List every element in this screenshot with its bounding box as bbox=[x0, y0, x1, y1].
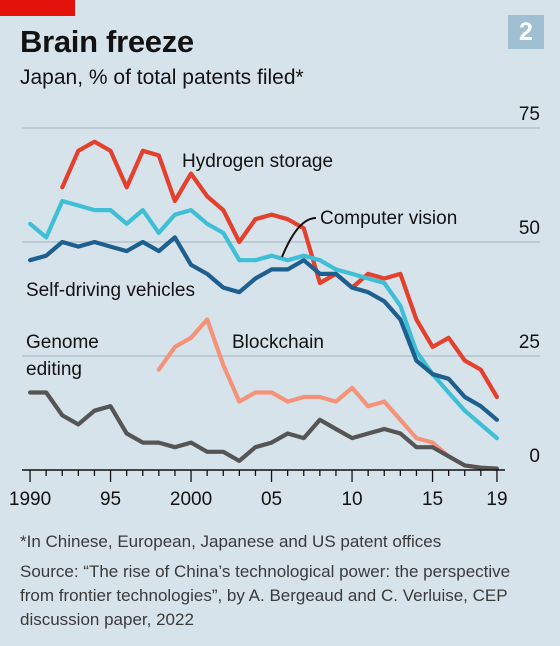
series-line-blockchain bbox=[156, 317, 499, 471]
label-self-driving-vehicles: Self-driving vehicles bbox=[26, 280, 195, 301]
x-tick-label: 05 bbox=[261, 489, 282, 510]
series-line-hydrogen-storage bbox=[60, 139, 499, 400]
brand-tag bbox=[0, 0, 75, 16]
y-tick-label: 0 bbox=[529, 446, 540, 467]
series-line-computer-vision bbox=[28, 198, 499, 441]
series-line-genome-editing bbox=[28, 390, 499, 471]
y-tick-label: 50 bbox=[519, 218, 540, 239]
gridlines bbox=[22, 127, 540, 357]
label-blockchain: Blockchain bbox=[232, 332, 324, 353]
chart-number-badge: 2 bbox=[508, 15, 544, 49]
computer-vision-leader-line bbox=[281, 217, 317, 258]
series-lines bbox=[28, 139, 499, 471]
chart-title: Brain freeze bbox=[20, 24, 194, 59]
y-tick-label: 75 bbox=[519, 104, 540, 125]
source-note: Source: “The rise of China’s technologic… bbox=[20, 562, 511, 629]
x-tick-label: 95 bbox=[100, 489, 121, 510]
y-tick-label: 25 bbox=[519, 332, 540, 353]
footnote: *In Chinese, European, Japanese and US p… bbox=[20, 532, 442, 551]
x-tick-label: 1990 bbox=[9, 489, 51, 510]
label-computer-vision: Computer vision bbox=[320, 208, 457, 229]
x-tick-label: 15 bbox=[422, 489, 443, 510]
y-tick-labels: 0 25 50 75 bbox=[519, 104, 540, 467]
x-axis: 1990 95 2000 05 10 15 19 bbox=[9, 469, 508, 510]
label-genome: Genome bbox=[26, 332, 99, 353]
chart-subtitle: Japan, % of total patents filed* bbox=[20, 66, 304, 89]
label-hydrogen-storage: Hydrogen storage bbox=[182, 151, 333, 172]
series-line-self-driving-vehicles bbox=[28, 235, 499, 422]
line-chart: 0 25 50 75 1990 95 2000 05 10 15 19 Hydrogen stor… bbox=[9, 104, 540, 510]
x-tick-label: 2000 bbox=[170, 489, 212, 510]
series-labels: Hydrogen storage Computer vision Self-dr… bbox=[26, 151, 457, 380]
x-tick-label: 19 bbox=[486, 489, 507, 510]
x-tick-label: 10 bbox=[341, 489, 362, 510]
label-editing: editing bbox=[26, 359, 82, 380]
